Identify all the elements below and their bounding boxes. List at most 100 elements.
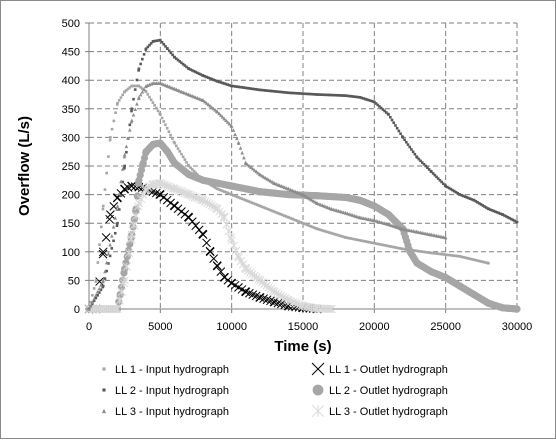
series-3 <box>87 81 448 311</box>
data-point <box>431 172 435 175</box>
data-point <box>433 173 437 177</box>
data-point <box>344 236 348 239</box>
data-point <box>115 296 124 305</box>
data-point <box>442 253 445 256</box>
data-point <box>151 101 155 104</box>
data-point <box>117 287 126 296</box>
data-point <box>319 93 322 96</box>
data-point <box>302 92 306 96</box>
data-point <box>376 103 380 107</box>
data-point <box>120 276 129 285</box>
data-point <box>326 93 329 97</box>
data-point <box>306 223 309 227</box>
data-point <box>361 239 365 243</box>
data-point <box>321 93 324 97</box>
data-point <box>365 240 368 243</box>
data-point <box>210 77 213 81</box>
data-point <box>130 84 134 88</box>
data-point <box>209 105 214 109</box>
data-point <box>159 38 162 42</box>
data-point <box>178 150 182 153</box>
data-point <box>494 210 497 213</box>
legend-item: LL 3 - Outlet hydrograph <box>311 404 448 418</box>
data-point <box>480 260 484 264</box>
data-point <box>487 207 490 211</box>
data-point <box>216 187 219 191</box>
data-point <box>276 211 279 215</box>
x-tick-label: 20000 <box>359 321 390 333</box>
data-point <box>470 257 474 261</box>
data-point <box>230 193 233 196</box>
data-point <box>117 208 121 211</box>
data-point <box>141 87 144 90</box>
data-point <box>474 200 478 203</box>
data-point <box>366 240 370 244</box>
data-point <box>356 95 360 99</box>
y-tick-label: 0 <box>74 304 80 316</box>
data-point <box>411 150 415 154</box>
data-point <box>201 74 205 77</box>
data-point <box>452 254 455 257</box>
data-point <box>94 296 98 300</box>
data-point <box>410 248 413 252</box>
data-point <box>420 161 424 164</box>
data-point <box>194 70 198 74</box>
data-point <box>327 93 331 97</box>
data-point <box>415 156 419 159</box>
data-point <box>226 83 229 86</box>
data-point <box>269 208 272 212</box>
data-point <box>140 90 145 94</box>
data-point <box>272 89 276 93</box>
data-point <box>315 93 319 96</box>
data-point <box>387 113 390 116</box>
data-point <box>245 199 249 203</box>
legend-item: LL 1 - Input hydrograph <box>102 364 229 376</box>
data-point <box>96 261 100 264</box>
data-point <box>347 236 351 240</box>
data-point <box>235 85 239 88</box>
data-point <box>383 243 386 247</box>
data-point <box>468 197 472 201</box>
data-point <box>290 217 294 221</box>
data-point <box>137 69 140 72</box>
data-point <box>307 224 311 228</box>
y-tick-label: 200 <box>62 190 80 202</box>
data-point <box>129 221 139 230</box>
data-point <box>430 251 433 255</box>
data-point <box>346 236 349 240</box>
data-point <box>424 164 427 168</box>
data-point <box>503 214 506 217</box>
data-point <box>173 56 176 59</box>
data-point <box>89 300 93 304</box>
data-point <box>442 182 445 186</box>
data-point <box>403 138 406 142</box>
data-point <box>276 299 286 309</box>
data-point <box>497 211 501 215</box>
y-tick-label: 350 <box>62 104 80 116</box>
data-point <box>169 133 172 137</box>
data-point <box>311 92 315 96</box>
data-point <box>422 250 425 254</box>
data-point <box>216 267 226 276</box>
data-point <box>206 182 210 185</box>
data-point <box>272 288 281 298</box>
data-point <box>98 243 101 247</box>
data-point <box>499 212 502 216</box>
data-point <box>476 201 479 204</box>
legend-marker <box>311 362 325 376</box>
data-point <box>260 88 264 92</box>
data-point <box>297 220 301 223</box>
data-point <box>160 40 164 44</box>
data-point <box>105 171 108 175</box>
data-point <box>367 98 370 102</box>
data-point <box>262 88 265 92</box>
x-tick-label: 5000 <box>148 321 172 333</box>
data-point <box>495 211 499 214</box>
data-point <box>146 93 150 96</box>
data-point <box>304 223 308 226</box>
data-point <box>126 240 134 248</box>
data-point <box>327 231 331 234</box>
data-point <box>124 144 129 149</box>
data-point <box>245 86 249 90</box>
